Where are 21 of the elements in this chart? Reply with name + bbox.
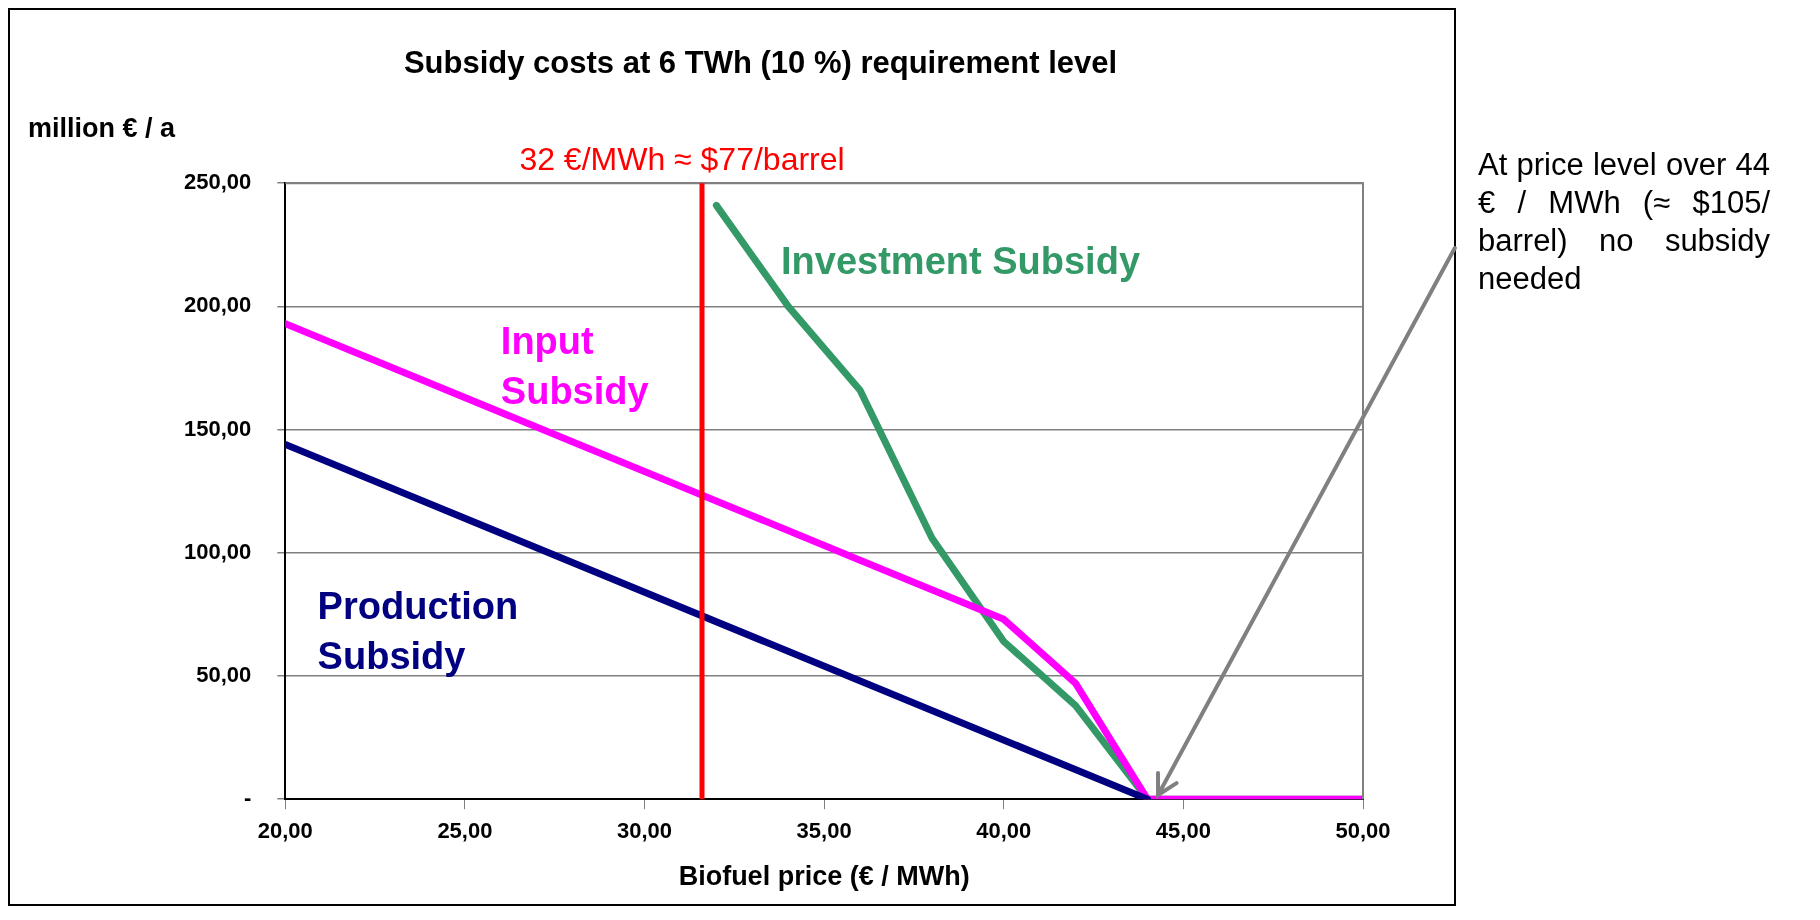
- x-tick-label: 50,00: [1335, 818, 1391, 844]
- y-tick-label: 50,00: [196, 662, 252, 688]
- series-label: Input Subsidy: [500, 320, 649, 413]
- annotation: At price level over 44 € / MWh (≈ $105/ barrel) no subsidy needed: [1478, 146, 1770, 298]
- x-tick-label: 25,00: [437, 818, 493, 844]
- y-tick-label: 150,00: [183, 415, 252, 441]
- x-tick-label: 35,00: [796, 818, 852, 844]
- x-tick-label: 30,00: [616, 818, 673, 844]
- x-tick-label: 40,00: [976, 818, 1032, 844]
- y-tick-label: 200,00: [183, 292, 252, 318]
- series-label: Production Subsidy: [317, 585, 519, 678]
- x-tick-label: 20,00: [257, 818, 313, 844]
- x-tick-label: 45,00: [1155, 818, 1211, 844]
- y-tick-label: -: [243, 785, 252, 811]
- series-label: Investment Subsidy: [781, 240, 1141, 283]
- x-axis-title: Biofuel price (€ / MWh): [678, 861, 970, 892]
- y-tick-label: 250,00: [183, 169, 252, 195]
- y-tick-label: 100,00: [183, 538, 252, 564]
- y-axis-title: million € / a: [28, 113, 177, 144]
- ref-line-label: 32 €/MWh ≈ $77/barrel: [519, 141, 845, 178]
- chart-title: Subsidy costs at 6 TWh (10 %) requirement level: [403, 45, 1118, 81]
